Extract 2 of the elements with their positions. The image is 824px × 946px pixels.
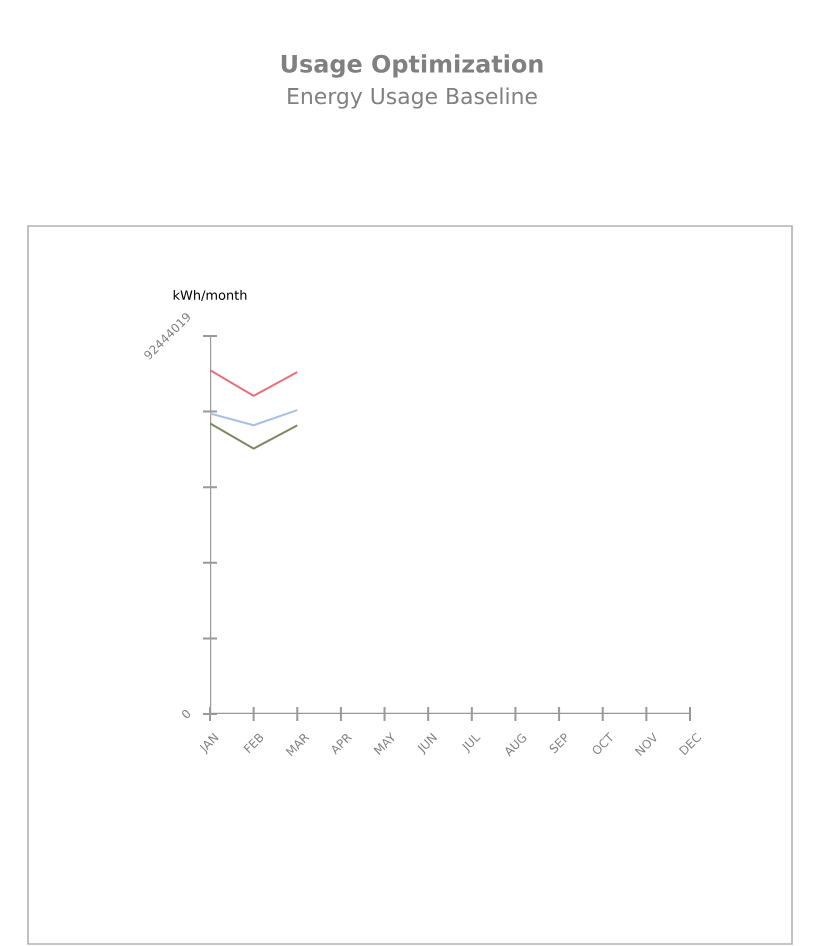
chart-subtitle: Energy Usage Baseline: [288, 87, 537, 109]
chart-title: Usage Optimization: [281, 54, 543, 78]
